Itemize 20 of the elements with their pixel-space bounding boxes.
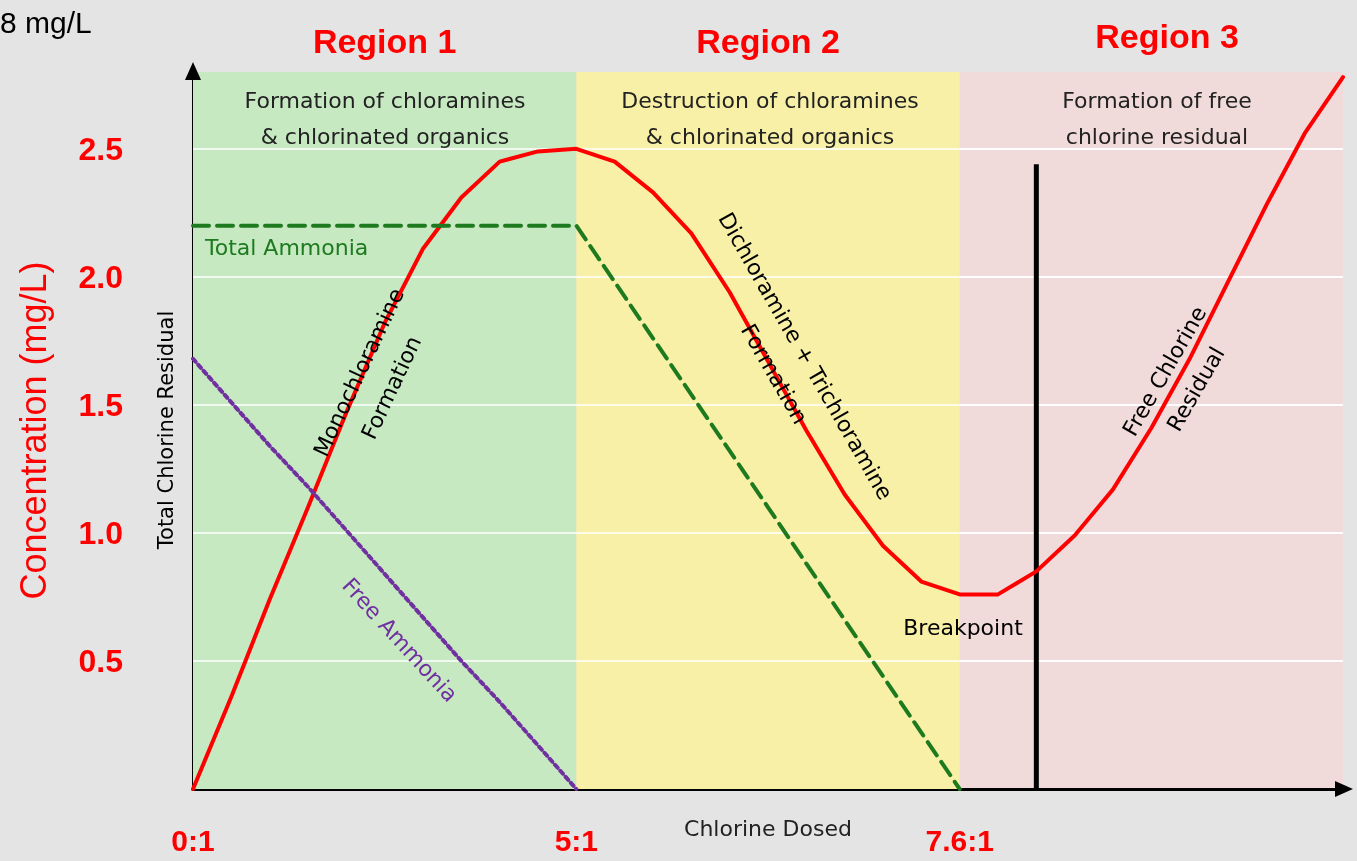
band-label: Region 2 — [696, 22, 840, 60]
x-tick-label: 0:1 — [171, 823, 215, 857]
x-tick-label: 7.6:1 — [925, 823, 994, 857]
band-label: Region 1 — [312, 22, 457, 60]
y-axis-title: Concentration (mg/L) — [12, 261, 54, 600]
y-tick-label: 1.0 — [78, 514, 123, 551]
y-tick-label: 0.5 — [78, 642, 123, 679]
y-tick-label: 2.5 — [78, 130, 123, 167]
text: Region 3 — [1095, 17, 1239, 55]
text: Total Chlorine Residual — [154, 310, 178, 551]
annotation: Destruction of chloramines & chlorinated organics — [621, 87, 919, 149]
x-axis-title: Chlorine Dosed — [684, 815, 852, 841]
y-tick-label: 2.0 — [78, 258, 123, 295]
annotation: Breakpoint — [903, 614, 1024, 640]
x-tick-label: 5:1 — [554, 823, 599, 857]
y-tick-label: 1.5 — [78, 386, 123, 423]
text: 8 mg/L — [0, 5, 92, 39]
annotation: Total Ammonia — [204, 234, 369, 260]
annotation: Formation of chloramines & chlorinated organics — [244, 87, 526, 149]
annotation: Formation of free chlorine residual — [1062, 87, 1252, 149]
